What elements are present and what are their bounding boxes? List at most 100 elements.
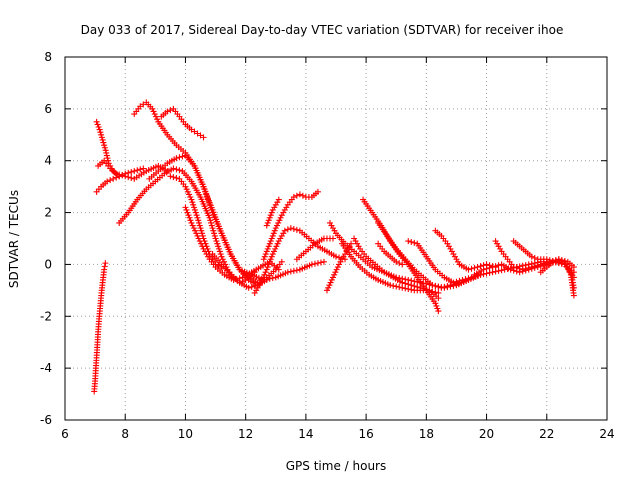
data-point-fill bbox=[471, 264, 478, 271]
data-point-fill bbox=[433, 302, 440, 309]
data-point-fill bbox=[534, 262, 541, 269]
data-point-fill bbox=[434, 305, 441, 312]
data-point bbox=[429, 282, 436, 289]
y-tick-label: 2 bbox=[44, 206, 52, 220]
data-point bbox=[170, 165, 177, 172]
data-point-fill bbox=[426, 281, 433, 288]
data-point bbox=[296, 191, 303, 198]
data-point-fill bbox=[267, 212, 274, 219]
data-point-fill bbox=[262, 251, 269, 258]
data-point-fill bbox=[116, 171, 123, 178]
data-point-fill bbox=[492, 263, 499, 270]
data-point-fill bbox=[98, 131, 105, 138]
data-point-fill bbox=[495, 267, 502, 274]
data-point bbox=[182, 183, 189, 190]
data-point bbox=[200, 134, 207, 141]
data-point-fill bbox=[213, 238, 220, 245]
data-point-fill bbox=[251, 283, 258, 290]
data-point bbox=[405, 238, 412, 245]
grid bbox=[65, 57, 607, 420]
data-point-fill bbox=[265, 261, 272, 268]
data-point bbox=[435, 295, 442, 302]
y-tick-label: -2 bbox=[40, 309, 52, 323]
data-point-fill bbox=[483, 265, 490, 272]
data-point-fill bbox=[269, 232, 276, 239]
y-tick-label: 8 bbox=[44, 50, 52, 64]
data-point-fill bbox=[101, 263, 108, 270]
data-point-fill bbox=[331, 271, 338, 278]
data-point-fill bbox=[184, 188, 191, 195]
data-point-fill bbox=[187, 217, 194, 224]
data-point-fill bbox=[195, 217, 202, 224]
data-point bbox=[435, 289, 442, 296]
data-points bbox=[91, 99, 577, 395]
data-point-fill bbox=[208, 222, 215, 229]
data-point bbox=[218, 253, 225, 260]
data-point-fill bbox=[195, 235, 202, 242]
y-tick-label: 4 bbox=[44, 154, 52, 168]
data-point-fill bbox=[189, 222, 196, 229]
data-point-fill bbox=[210, 227, 217, 234]
data-point-fill bbox=[284, 226, 291, 233]
data-point-fill bbox=[268, 253, 275, 260]
x-tick-label: 22 bbox=[539, 427, 554, 441]
data-point-fill bbox=[293, 192, 300, 199]
data-point-fill bbox=[411, 283, 418, 290]
data-point-fill bbox=[270, 248, 277, 255]
data-point-fill bbox=[198, 240, 205, 247]
data-point-fill bbox=[154, 116, 161, 123]
x-tick-label: 10 bbox=[178, 427, 193, 441]
data-point-fill bbox=[187, 194, 194, 201]
data-point-fill bbox=[196, 238, 203, 245]
data-point bbox=[269, 251, 276, 258]
data-point-fill bbox=[492, 268, 499, 275]
data-point-fill bbox=[186, 214, 193, 221]
data-point-fill bbox=[261, 253, 268, 260]
data-point bbox=[113, 170, 120, 177]
data-point-fill bbox=[293, 267, 300, 274]
data-point-fill bbox=[468, 265, 475, 272]
data-point-fill bbox=[199, 243, 206, 250]
data-point bbox=[408, 282, 415, 289]
data-point bbox=[263, 266, 270, 273]
data-point-fill bbox=[273, 243, 280, 250]
data-point-fill bbox=[150, 108, 157, 115]
data-point-fill bbox=[196, 222, 203, 229]
data-point bbox=[206, 214, 213, 221]
data-point bbox=[194, 214, 201, 221]
data-point bbox=[137, 103, 144, 110]
data-point-fill bbox=[290, 225, 297, 232]
data-point-fill bbox=[271, 227, 278, 234]
data-point-fill bbox=[531, 263, 538, 270]
data-point-fill bbox=[516, 265, 523, 272]
data-point-fill bbox=[333, 266, 340, 273]
data-point bbox=[507, 266, 514, 273]
data-point-fill bbox=[273, 222, 280, 229]
data-point-fill bbox=[215, 262, 222, 269]
plot-frame bbox=[64, 56, 608, 421]
data-point-fill bbox=[101, 144, 108, 151]
data-point-fill bbox=[396, 260, 403, 267]
data-point bbox=[435, 308, 442, 315]
data-point-fill bbox=[414, 283, 421, 290]
data-point-fill bbox=[325, 284, 332, 291]
data-point bbox=[278, 258, 285, 265]
data-point-fill bbox=[396, 284, 403, 291]
data-point-fill bbox=[267, 256, 274, 263]
data-point bbox=[101, 266, 108, 273]
data-point-fill bbox=[290, 267, 297, 274]
data-point bbox=[284, 269, 291, 276]
data-point-fill bbox=[125, 174, 132, 181]
data-point-fill bbox=[317, 259, 324, 266]
data-point bbox=[329, 274, 336, 281]
data-point-fill bbox=[191, 204, 198, 211]
data-point-fill bbox=[266, 275, 273, 282]
data-point bbox=[465, 266, 472, 273]
data-point-fill bbox=[513, 264, 520, 271]
x-axis-label: GPS time / hours bbox=[286, 459, 387, 473]
data-point bbox=[387, 282, 394, 289]
data-point-fill bbox=[402, 280, 409, 287]
data-point-fill bbox=[198, 227, 205, 234]
data-point-fill bbox=[197, 225, 204, 232]
data-point bbox=[173, 155, 180, 162]
